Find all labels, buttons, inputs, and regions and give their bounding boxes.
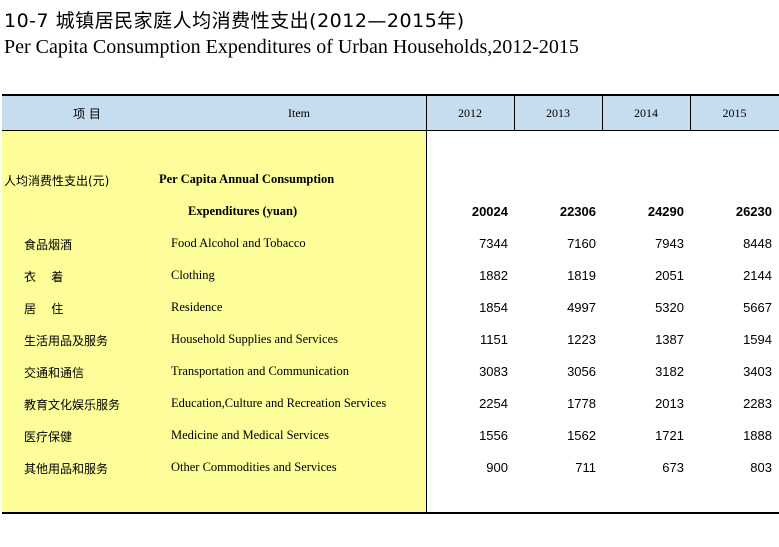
table-row: 生活用品及服务 Household Supplies and Services …: [2, 330, 779, 350]
total-row-label: 人均消费性支出(元) Per Capita Annual Consumption: [2, 170, 779, 190]
row-value-2012: 3083: [479, 364, 508, 379]
row-label-chinese: 其他用品和服务: [24, 462, 109, 476]
table-row: 衣 着 Clothing 1882 1819 2051 2144: [2, 266, 779, 286]
row-value-2014: 673: [662, 460, 684, 475]
table-title-english: Per Capita Consumption Expenditures of U…: [4, 36, 579, 58]
row-label-english: Transportation and Communication: [171, 364, 349, 378]
row-value-2014: 1387: [655, 332, 684, 347]
column-divider: [602, 96, 603, 130]
row-value-2015: 5667: [743, 300, 772, 315]
item-column-background: [2, 131, 426, 512]
row-label-english: Other Commodities and Services: [171, 460, 337, 474]
row-value-2014: 7943: [655, 236, 684, 251]
total-label-english-line2: Expenditures (yuan): [188, 204, 298, 218]
row-value-2012: 1854: [479, 300, 508, 315]
column-divider: [690, 96, 691, 130]
table-row: 医疗保健 Medicine and Medical Services 1556 …: [2, 426, 779, 446]
row-value-2014: 1721: [655, 428, 684, 443]
row-value-2014: 2051: [655, 268, 684, 283]
row-label-chinese: 生活用品及服务: [24, 334, 109, 348]
table-row: 居 住 Residence 1854 4997 5320 5667: [2, 298, 779, 318]
row-value-2015: 2144: [743, 268, 772, 283]
row-value-2013: 1778: [567, 396, 596, 411]
row-value-2013: 7160: [567, 236, 596, 251]
header-year-2013: 2013: [546, 105, 570, 120]
table-header: 项 目 Item 2012 2013 2014 2015: [2, 96, 779, 131]
header-year-2014: 2014: [634, 105, 658, 120]
row-value-2013: 711: [575, 460, 596, 475]
row-value-2014: 3182: [655, 364, 684, 379]
header-year-2015: 2015: [722, 105, 747, 120]
table-title-chinese: 10-7 城镇居民家庭人均消费性支出(2012—2015年): [4, 10, 465, 32]
total-value-2015: 26230: [735, 204, 772, 219]
row-value-2012: 1556: [479, 428, 508, 443]
row-label-english: Clothing: [171, 268, 215, 282]
row-label-english: Household Supplies and Services: [171, 332, 338, 346]
table-row: 交通和通信 Transportation and Communication 3…: [2, 362, 779, 382]
bottom-rule: [2, 512, 779, 514]
row-label-english: Residence: [171, 300, 223, 314]
total-label-english-line1: Per Capita Annual Consumption: [159, 172, 335, 186]
total-value-2014: 24290: [647, 204, 684, 219]
row-value-2015: 2283: [743, 396, 772, 411]
header-item-english: Item: [288, 105, 310, 120]
row-value-2013: 1562: [567, 428, 596, 443]
row-label-english: Medicine and Medical Services: [171, 428, 329, 442]
row-value-2015: 1594: [743, 332, 772, 347]
row-value-2015: 3403: [743, 364, 772, 379]
column-divider: [514, 96, 515, 130]
row-value-2012: 1882: [479, 268, 508, 283]
row-label-english: Food Alcohol and Tobacco: [171, 236, 306, 250]
row-value-2013: 1819: [567, 268, 596, 283]
top-rule: [2, 94, 779, 96]
row-value-2014: 5320: [655, 300, 684, 315]
row-value-2012: 1151: [480, 332, 508, 347]
row-label-chinese: 食品烟酒: [24, 238, 73, 252]
row-value-2012: 900: [486, 460, 508, 475]
row-value-2012: 7344: [479, 236, 508, 251]
header-item-chinese: 项 目: [73, 106, 101, 121]
row-value-2012: 2254: [479, 396, 508, 411]
row-value-2014: 2013: [655, 396, 684, 411]
total-row: Expenditures (yuan) 20024 22306 24290 26…: [2, 202, 779, 222]
row-value-2013: 3056: [567, 364, 596, 379]
total-label-chinese: 人均消费性支出(元): [4, 174, 110, 188]
row-value-2015: 8448: [743, 236, 772, 251]
row-label-english: Education,Culture and Recreation Service…: [171, 396, 387, 410]
column-divider: [426, 96, 427, 514]
total-value-2013: 22306: [559, 204, 596, 219]
row-label-chinese: 居 住: [24, 302, 64, 316]
row-label-chinese: 教育文化娱乐服务: [24, 398, 121, 412]
table-row: 教育文化娱乐服务 Education,Culture and Recreatio…: [2, 394, 779, 414]
row-value-2013: 4997: [567, 300, 596, 315]
row-value-2015: 1888: [743, 428, 772, 443]
row-value-2013: 1223: [567, 332, 596, 347]
row-value-2015: 803: [750, 460, 772, 475]
row-label-chinese: 医疗保健: [24, 430, 73, 444]
table-row: 其他用品和服务 Other Commodities and Services 9…: [2, 458, 779, 478]
table-row: 食品烟酒 Food Alcohol and Tobacco 7344 7160 …: [2, 234, 779, 254]
header-year-2012: 2012: [458, 105, 482, 120]
row-label-chinese: 交通和通信: [24, 366, 85, 380]
row-label-chinese: 衣 着: [24, 270, 64, 284]
total-value-2012: 20024: [471, 204, 508, 219]
